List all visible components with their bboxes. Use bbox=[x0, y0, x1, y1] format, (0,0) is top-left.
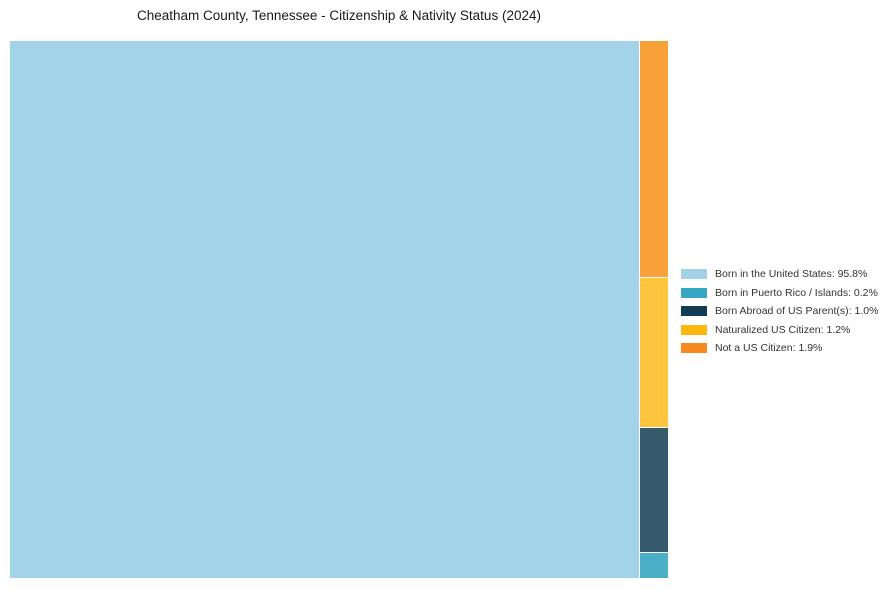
treemap-plot-area bbox=[10, 41, 668, 578]
legend: Born in the United States: 95.8% Born in … bbox=[681, 265, 878, 358]
treemap-small-column bbox=[640, 41, 668, 578]
legend-label: Naturalized US Citizen: 1.2% bbox=[715, 323, 851, 336]
treemap-rect-naturalized-us-citizen[interactable] bbox=[640, 277, 668, 427]
legend-swatch-icon bbox=[681, 324, 707, 335]
treemap-rect-born-abroad-us-parents[interactable] bbox=[640, 427, 668, 553]
legend-label: Not a US Citizen: 1.9% bbox=[715, 342, 823, 355]
treemap-rect-born-puerto-rico-islands[interactable] bbox=[640, 553, 668, 578]
legend-item-born-puerto-rico-islands[interactable]: Born in Puerto Rico / Islands: 0.2% bbox=[681, 284, 878, 303]
legend-label: Born in Puerto Rico / Islands: 0.2% bbox=[715, 286, 878, 299]
legend-swatch-icon bbox=[681, 287, 707, 298]
chart-title: Cheatham County, Tennessee - Citizenship… bbox=[137, 8, 541, 23]
legend-item-naturalized-us-citizen[interactable]: Naturalized US Citizen: 1.2% bbox=[681, 321, 878, 340]
legend-label: Born in the United States: 95.8% bbox=[715, 268, 868, 281]
legend-item-not-a-us-citizen[interactable]: Not a US Citizen: 1.9% bbox=[681, 339, 878, 358]
legend-item-born-abroad-us-parents[interactable]: Born Abroad of US Parent(s): 1.0% bbox=[681, 302, 878, 321]
treemap-rect-not-a-us-citizen[interactable] bbox=[640, 41, 668, 277]
legend-label: Born Abroad of US Parent(s): 1.0% bbox=[715, 305, 879, 318]
treemap-rect-born-in-us[interactable] bbox=[10, 41, 639, 578]
legend-swatch-icon bbox=[681, 269, 707, 280]
legend-swatch-icon bbox=[681, 343, 707, 354]
legend-item-born-in-us[interactable]: Born in the United States: 95.8% bbox=[681, 265, 878, 284]
legend-swatch-icon bbox=[681, 306, 707, 317]
